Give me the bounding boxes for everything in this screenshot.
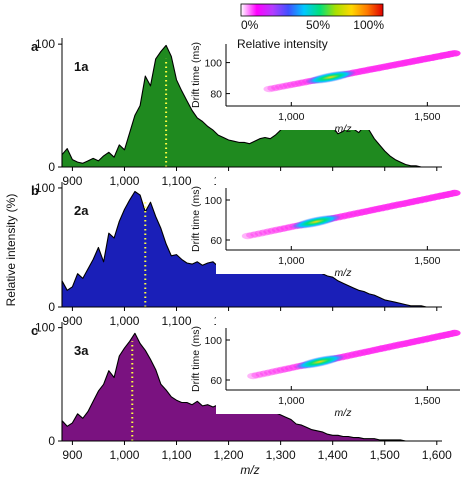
inset-x-tick-label: 1,000 bbox=[278, 395, 304, 407]
colorbar: 0% 50% 100% bbox=[240, 3, 384, 32]
inset-x-tick-label: 1,000 bbox=[278, 255, 304, 267]
panel-letter: c bbox=[31, 323, 38, 338]
inset-legend-text: Relative intensity bbox=[237, 37, 328, 51]
x-tick-label: 1,100 bbox=[162, 448, 192, 462]
y-tick-label: 0 bbox=[48, 300, 55, 314]
drift-spot bbox=[263, 85, 276, 93]
x-tick-label: 1,500 bbox=[370, 448, 400, 462]
drift-spot bbox=[254, 230, 267, 237]
panels: 0 100 900 1,000 1,100 1,200 1,300 1,400 1,500 1,6… bbox=[31, 32, 464, 462]
x-tick-label: 1,100 bbox=[162, 174, 192, 188]
x-tick-label: 900 bbox=[62, 314, 82, 328]
drift-spot bbox=[246, 231, 259, 239]
drift-spot bbox=[271, 84, 284, 91]
drift-spot bbox=[255, 371, 268, 378]
spectrum-area-1a bbox=[61, 44, 438, 168]
inset-background bbox=[216, 176, 464, 274]
colorbar-tick-0: 0% bbox=[241, 18, 259, 32]
inset-y-tick-label: 60 bbox=[210, 375, 222, 387]
inset-y-axis-title: Drift time (ms) bbox=[190, 326, 202, 392]
y-tick-label: 100 bbox=[35, 181, 55, 195]
panel-letter: b bbox=[31, 183, 39, 198]
inset-x-tick-label: 1,500 bbox=[414, 255, 440, 267]
inset-y-axis-title: Drift time (ms) bbox=[190, 42, 202, 108]
x-tick-label: 1,300 bbox=[266, 448, 296, 462]
panel-b: 01009001,0001,1001,2001,3001,4001,5001,6… bbox=[31, 176, 464, 328]
y-tick-label: 0 bbox=[48, 160, 55, 174]
inset-x-axis-title: m/z bbox=[335, 267, 353, 279]
colorbar-tick-50: 50% bbox=[306, 18, 330, 32]
x-tick-label: 1,600 bbox=[422, 448, 452, 462]
colorbar-scale bbox=[240, 3, 384, 17]
inset-y-axis-title: Drift time (ms) bbox=[190, 186, 202, 252]
inset-y-tick-label: 60 bbox=[210, 235, 222, 247]
inset-3a: 60 100 1,000 1,500 m/z Drift time (ms) bbox=[190, 316, 464, 419]
inset-background bbox=[216, 32, 464, 130]
drift-spot bbox=[250, 231, 263, 238]
x-tick-label: 1,100 bbox=[162, 314, 192, 328]
drift-spot bbox=[241, 232, 254, 240]
y-tick-label: 0 bbox=[48, 434, 55, 448]
x-tick-label: 900 bbox=[62, 174, 82, 188]
drift-spot bbox=[259, 370, 272, 377]
drift-spot bbox=[448, 329, 461, 337]
y-tick-label: 100 bbox=[35, 37, 55, 51]
drift-spot bbox=[267, 85, 280, 92]
drift-spot bbox=[279, 82, 291, 90]
inset-y-tick-label: 100 bbox=[204, 58, 222, 70]
inset-x-tick-label: 1,500 bbox=[414, 395, 440, 407]
drift-spot bbox=[247, 372, 260, 380]
panel-letter: a bbox=[31, 39, 39, 54]
y-tick-label: 100 bbox=[35, 321, 55, 335]
inset-1a: 80 100 1,000 1,500 m/z Drift time (ms) Relativ… bbox=[190, 32, 464, 135]
x-tick-label: 1,000 bbox=[109, 314, 139, 328]
drift-spot bbox=[264, 369, 276, 376]
inset-y-tick-label: 100 bbox=[204, 335, 222, 347]
x-tick-label: 1,200 bbox=[214, 448, 244, 462]
sample-label: 1a bbox=[74, 59, 89, 74]
x-tick-label: 900 bbox=[62, 448, 82, 462]
x-tick-label: 1,000 bbox=[109, 448, 139, 462]
drift-spot bbox=[275, 83, 288, 90]
x-tick-label: 1,400 bbox=[318, 448, 348, 462]
inset-background bbox=[216, 316, 464, 414]
inset-2a: 60 100 1,000 1,500 m/z Drift time (ms) bbox=[190, 176, 464, 279]
inset-x-tick-label: 1,000 bbox=[278, 111, 304, 123]
panel-a: 01009001,0001,1001,2001,3001,4001,5001,6… bbox=[31, 32, 464, 188]
sample-label: 2a bbox=[74, 203, 89, 218]
drift-spot bbox=[448, 189, 461, 197]
sample-label: 3a bbox=[74, 343, 89, 358]
x-axis-title: m/z bbox=[240, 463, 259, 477]
panel-c: 0 100 900 1,000 1,100 1,200 1,300 1,400 1,500 1,6… bbox=[31, 316, 464, 462]
inset-y-tick-label: 100 bbox=[204, 195, 222, 207]
inset-x-axis-title: m/z bbox=[335, 123, 353, 135]
drift-spot bbox=[251, 371, 264, 379]
colorbar-tick-100: 100% bbox=[353, 18, 384, 32]
inset-x-axis-title: m/z bbox=[335, 407, 353, 419]
drift-spot bbox=[259, 229, 271, 236]
y-axis-title: Relative intensity (%) bbox=[4, 194, 18, 307]
inset-y-tick-label: 80 bbox=[210, 89, 222, 101]
intensity-hotspot bbox=[305, 70, 357, 85]
drift-spot bbox=[448, 50, 461, 57]
intensity-hotspot bbox=[290, 214, 342, 229]
x-tick-label: 1,000 bbox=[109, 174, 139, 188]
intensity-hotspot bbox=[294, 354, 346, 370]
inset-x-tick-label: 1,500 bbox=[414, 111, 440, 123]
